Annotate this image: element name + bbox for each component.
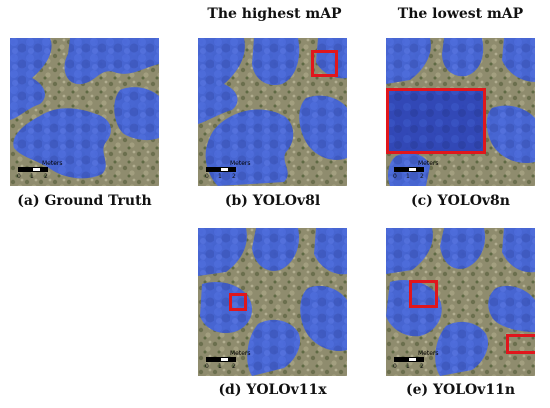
yolov8l-image bbox=[198, 38, 347, 186]
panel-yolov11n: Meters 0 1 2 bbox=[386, 228, 535, 376]
scale-units: Meters bbox=[418, 350, 439, 357]
scale-tick-0: 0 bbox=[393, 363, 397, 370]
scale-tick-0: 0 bbox=[205, 363, 209, 370]
highlight-box bbox=[386, 88, 486, 154]
caption-e: (e) YOLOv11n bbox=[405, 382, 516, 398]
scale-bar: Meters 0 1 2 bbox=[392, 350, 444, 372]
highlight-box bbox=[229, 293, 247, 311]
scale-units: Meters bbox=[42, 160, 63, 167]
scale-units: Meters bbox=[230, 160, 251, 167]
scale-bar-graphic bbox=[206, 167, 236, 172]
panel-yolov8l: Meters 0 1 2 bbox=[198, 38, 347, 186]
yolov8n-image bbox=[386, 38, 535, 186]
scale-bar: Meters 0 1 2 bbox=[392, 160, 444, 182]
scale-tick-2: 2 bbox=[232, 363, 236, 370]
panel-yolov11x: Meters 0 1 2 bbox=[198, 228, 347, 376]
panel-ground-truth: Meters 0 1 2 bbox=[10, 38, 159, 186]
scale-bar: Meters 0 1 2 bbox=[204, 160, 256, 182]
scale-tick-1: 1 bbox=[218, 173, 222, 180]
scale-bar: Meters 0 1 2 bbox=[204, 350, 256, 372]
caption-b: (b) YOLOv8l bbox=[224, 193, 321, 209]
scale-tick-1: 1 bbox=[406, 173, 410, 180]
ground-truth-image bbox=[10, 38, 159, 186]
scale-units: Meters bbox=[230, 350, 251, 357]
scale-tick-1: 1 bbox=[406, 363, 410, 370]
scale-tick-1: 1 bbox=[30, 173, 34, 180]
caption-a: (a) Ground Truth bbox=[17, 193, 152, 209]
panel-yolov8n: Meters 0 1 2 bbox=[386, 38, 535, 186]
highlight-box bbox=[409, 280, 438, 308]
scale-bar-graphic bbox=[394, 357, 424, 362]
scale-bar: Meters 0 1 2 bbox=[16, 160, 68, 182]
header-highest-map: The highest mAP bbox=[207, 6, 342, 22]
scale-bar-graphic bbox=[18, 167, 48, 172]
scale-tick-0: 0 bbox=[17, 173, 21, 180]
header-lowest-map: The lowest mAP bbox=[397, 6, 524, 22]
yolov11x-image bbox=[198, 228, 347, 376]
highlight-box bbox=[506, 334, 535, 354]
caption-d: (d) YOLOv11x bbox=[218, 382, 327, 398]
scale-bar-graphic bbox=[394, 167, 424, 172]
scale-tick-2: 2 bbox=[232, 173, 236, 180]
highlight-box bbox=[311, 50, 338, 77]
scale-tick-2: 2 bbox=[420, 173, 424, 180]
scale-bar-graphic bbox=[206, 357, 236, 362]
caption-c: (c) YOLOv8n bbox=[411, 193, 510, 209]
scale-tick-2: 2 bbox=[420, 363, 424, 370]
scale-tick-0: 0 bbox=[205, 173, 209, 180]
scale-units: Meters bbox=[418, 160, 439, 167]
scale-tick-1: 1 bbox=[218, 363, 222, 370]
scale-tick-0: 0 bbox=[393, 173, 397, 180]
scale-tick-2: 2 bbox=[44, 173, 48, 180]
